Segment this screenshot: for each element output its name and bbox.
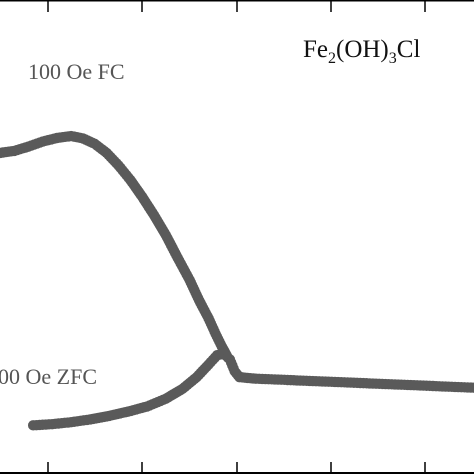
data-points: [0, 130, 474, 431]
data-point-series-2: [468, 382, 474, 393]
chart-title: Fe2(OH)3Cl: [303, 36, 420, 67]
series-label-fc: 100 Oe FC: [28, 59, 125, 84]
series-label-zfc: 00 Oe ZFC: [0, 364, 97, 389]
